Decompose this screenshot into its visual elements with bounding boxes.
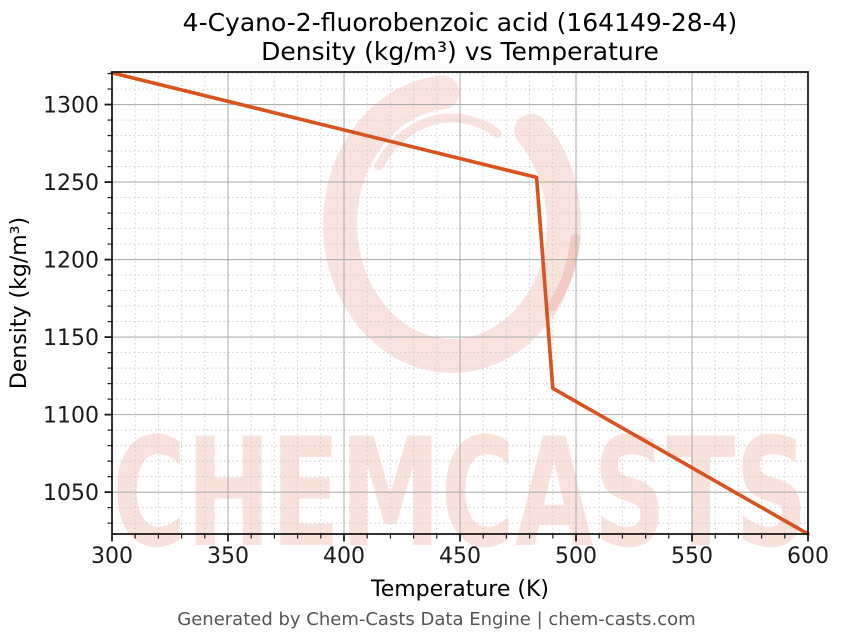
y-tick-label: 1250 [43, 171, 99, 196]
brush-ring-echo-right-icon [547, 233, 581, 312]
x-tick-label: 350 [207, 544, 249, 569]
footer-credit: Generated by Chem-Casts Data Engine | ch… [177, 609, 696, 630]
chart-title-line1: 4-Cyano-2-fluorobenzoic acid (164149-28-… [182, 8, 738, 37]
series-line-density [110, 71, 810, 536]
chart-title-line2: Density (kg/m³) vs Temperature [261, 37, 659, 66]
y-axis-label: Density (kg/m³) [7, 217, 32, 389]
y-tick-label: 1300 [43, 94, 99, 119]
x-tick-label: 300 [91, 544, 133, 569]
x-tick-label: 550 [671, 544, 713, 569]
y-tick-label: 1150 [43, 326, 99, 351]
brush-ring-icon [323, 75, 582, 374]
x-tick-label: 600 [787, 544, 829, 569]
x-tick-label: 500 [555, 544, 597, 569]
x-tick-label: 450 [439, 544, 481, 569]
y-tick-label: 1200 [43, 249, 99, 274]
x-axis-label: Temperature (K) [370, 577, 549, 602]
x-tick-label: 400 [323, 544, 365, 569]
gridlines [112, 72, 808, 534]
y-tick-label: 1100 [43, 404, 99, 429]
chart-title: 4-Cyano-2-fluorobenzoic acid (164149-28-… [112, 8, 808, 66]
brush-ring-echo-top-icon [374, 113, 503, 171]
y-tick-label: 1050 [43, 481, 99, 506]
ticks: 300 350 400 450 500 550 600 1050 1100 1150 1200 125… [43, 72, 829, 569]
